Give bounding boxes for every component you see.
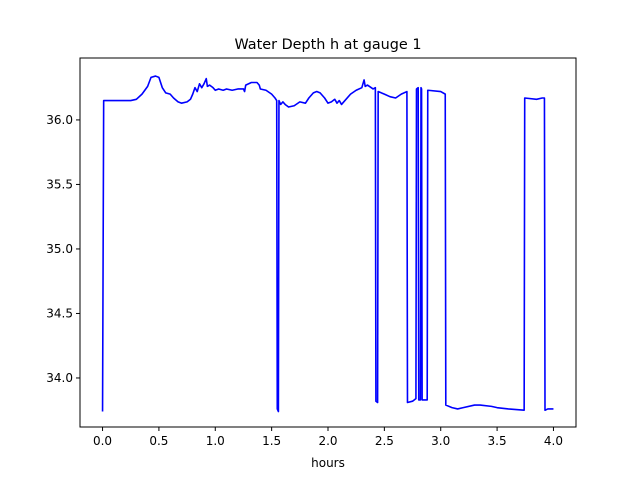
x-tick-label: 2.0 xyxy=(318,434,337,448)
x-tick-label: 1.0 xyxy=(206,434,225,448)
series-line-0 xyxy=(101,75,554,413)
x-tick-label: 0.5 xyxy=(149,434,168,448)
y-axis: 34.0 34.5 35.0 35.5 36.0 xyxy=(46,113,80,385)
x-axis: 0.0 0.5 1.0 1.5 2.0 2.5 3.0 3.5 4.0 xyxy=(93,427,563,448)
x-tick-label: 3.5 xyxy=(488,434,507,448)
x-axis-label: hours xyxy=(311,456,345,470)
x-tick-label: 3.0 xyxy=(431,434,450,448)
y-tick-label: 34.0 xyxy=(46,371,73,385)
y-tick-label: 34.5 xyxy=(46,306,73,320)
y-tick-label: 35.0 xyxy=(46,242,73,256)
x-tick-label: 4.0 xyxy=(544,434,563,448)
chart-title: Water Depth h at gauge 1 xyxy=(234,37,421,53)
series-layer xyxy=(101,75,554,413)
x-tick-label: 1.5 xyxy=(262,434,281,448)
x-tick-label: 0.0 xyxy=(93,434,112,448)
y-tick-label: 36.0 xyxy=(46,113,73,127)
y-tick-label: 35.5 xyxy=(46,177,73,191)
x-tick-label: 2.5 xyxy=(375,434,394,448)
